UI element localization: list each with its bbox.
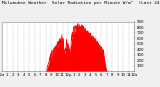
Text: Milwaukee Weather  Solar Radiation per Minute W/m²  (Last 24 Hours): Milwaukee Weather Solar Radiation per Mi…: [2, 1, 160, 5]
